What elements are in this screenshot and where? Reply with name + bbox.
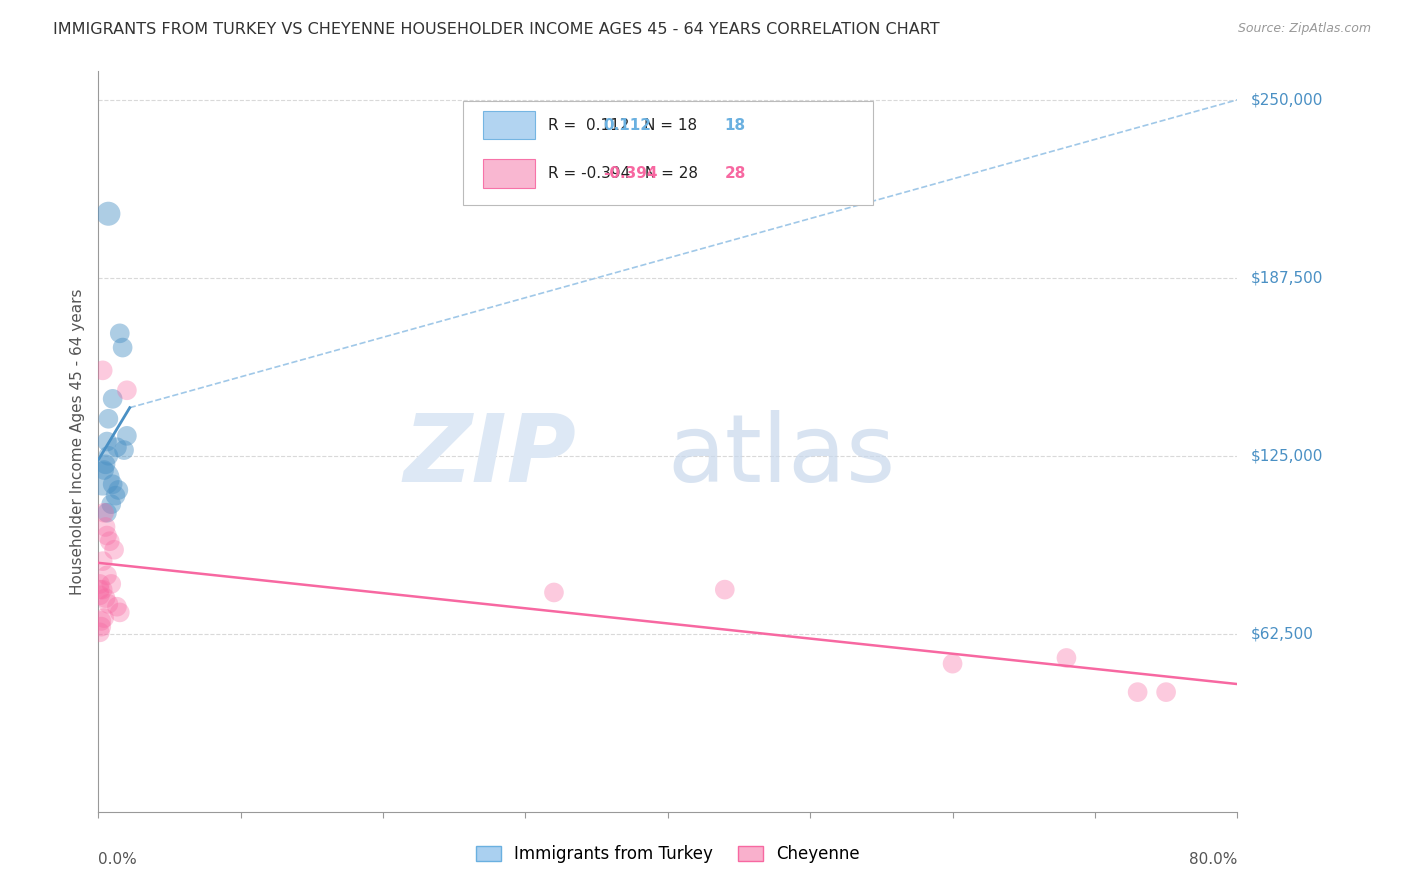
Point — [104, 489, 127, 503]
Text: 28: 28 — [725, 166, 747, 181]
Point — [91, 554, 114, 568]
Point — [93, 611, 115, 625]
Point — [89, 588, 111, 602]
Text: R =  0.112   N = 18: R = 0.112 N = 18 — [548, 118, 697, 133]
Point — [115, 384, 138, 398]
Point — [111, 341, 134, 355]
Point — [93, 463, 115, 477]
Point — [108, 326, 131, 341]
FancyBboxPatch shape — [484, 160, 534, 187]
Point — [101, 477, 124, 491]
Text: $62,500: $62,500 — [1251, 626, 1315, 641]
Point — [100, 497, 122, 511]
Point — [543, 585, 565, 599]
Point — [90, 614, 112, 628]
Text: atlas: atlas — [668, 410, 896, 502]
Point — [101, 392, 124, 406]
Point — [115, 429, 138, 443]
Point — [94, 520, 117, 534]
Text: Source: ZipAtlas.com: Source: ZipAtlas.com — [1237, 22, 1371, 36]
Point — [1056, 651, 1078, 665]
Text: 18: 18 — [725, 118, 747, 133]
Point — [91, 363, 114, 377]
Point — [107, 483, 129, 497]
Point — [1154, 685, 1177, 699]
Point — [98, 534, 121, 549]
Point — [91, 582, 114, 597]
Point — [714, 582, 737, 597]
Point — [1126, 685, 1149, 699]
Point — [105, 599, 128, 614]
Point — [89, 577, 111, 591]
Legend: Immigrants from Turkey, Cheyenne: Immigrants from Turkey, Cheyenne — [470, 838, 866, 870]
Text: $250,000: $250,000 — [1251, 93, 1323, 107]
Text: $187,500: $187,500 — [1251, 270, 1323, 285]
Text: IMMIGRANTS FROM TURKEY VS CHEYENNE HOUSEHOLDER INCOME AGES 45 - 64 YEARS CORRELA: IMMIGRANTS FROM TURKEY VS CHEYENNE HOUSE… — [53, 22, 941, 37]
Text: -0.394: -0.394 — [603, 166, 658, 181]
Point — [112, 443, 135, 458]
Point — [105, 440, 128, 454]
FancyBboxPatch shape — [463, 101, 873, 204]
Text: 80.0%: 80.0% — [1189, 853, 1237, 867]
Point — [103, 542, 125, 557]
Text: 0.0%: 0.0% — [98, 853, 138, 867]
Point — [97, 597, 120, 611]
Point — [96, 528, 118, 542]
Point — [97, 449, 120, 463]
Point — [97, 207, 120, 221]
Point — [96, 568, 118, 582]
Point — [89, 625, 111, 640]
Text: ZIP: ZIP — [404, 410, 576, 502]
Point — [89, 582, 111, 597]
Point — [96, 506, 118, 520]
Point — [100, 577, 122, 591]
Point — [90, 620, 112, 634]
FancyBboxPatch shape — [484, 112, 534, 139]
Point — [94, 458, 117, 472]
Point — [91, 472, 114, 486]
Point — [942, 657, 965, 671]
Text: R = -0.394   N = 28: R = -0.394 N = 28 — [548, 166, 699, 181]
Point — [93, 506, 115, 520]
Point — [94, 591, 117, 606]
Point — [97, 411, 120, 425]
Text: 0.112: 0.112 — [603, 118, 651, 133]
Y-axis label: Householder Income Ages 45 - 64 years: Householder Income Ages 45 - 64 years — [69, 288, 84, 595]
Point — [96, 434, 118, 449]
Text: $125,000: $125,000 — [1251, 449, 1323, 463]
Point — [108, 606, 131, 620]
